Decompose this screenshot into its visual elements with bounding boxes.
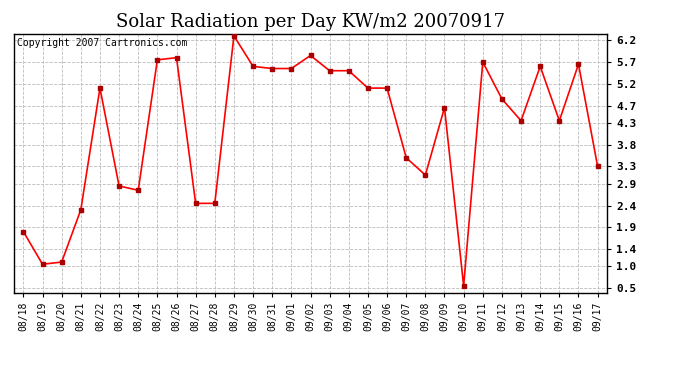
- Title: Solar Radiation per Day KW/m2 20070917: Solar Radiation per Day KW/m2 20070917: [116, 13, 505, 31]
- Text: Copyright 2007 Cartronics.com: Copyright 2007 Cartronics.com: [17, 38, 187, 48]
